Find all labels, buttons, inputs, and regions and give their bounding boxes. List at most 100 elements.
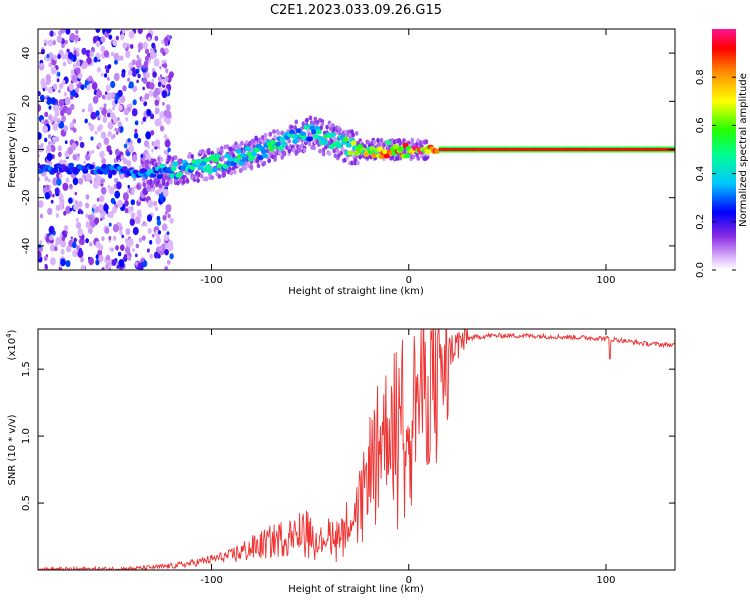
spectrogram-halo-cell [379, 137, 384, 143]
spectrogram-ridge-core [454, 148, 457, 151]
spectrogram-noise-cell [76, 47, 80, 53]
spectrogram-ridge-cell [110, 169, 117, 175]
spectrogram-ridge-core [632, 148, 635, 151]
spectrogram-halo-cell [267, 158, 271, 164]
spectrogram-ridge-cell [52, 168, 59, 173]
spectrogram-ridge-cell [210, 154, 217, 160]
spectrogram-ridge-cell [260, 148, 267, 154]
spectrogram-noise-cell [96, 89, 102, 98]
y-tick-label: 1.0 [21, 428, 32, 444]
spectrogram-noise-cell [54, 187, 60, 195]
spectrogram-noise-cell [124, 208, 129, 214]
spectrogram-ridge-cell [205, 164, 212, 170]
spectrogram-noise-cell [112, 133, 116, 139]
spectrogram-ridge-core [667, 148, 670, 151]
spectrogram-noise-cell [46, 96, 52, 105]
spectrogram-halo-cell [216, 147, 221, 153]
spectrogram-noise-cell [128, 238, 134, 247]
spectrogram-halo-cell [169, 179, 173, 185]
spectrogram-noise-cell [60, 239, 66, 248]
spectrogram-noise-cell [47, 178, 51, 183]
spectrogram-ridge-core [650, 148, 653, 151]
spectrogram-halo-cell [338, 127, 342, 133]
spectrogram-ridge-core [628, 148, 631, 151]
spectrogram-noise-cell [112, 39, 117, 47]
spectrogram-halo-cell [196, 178, 200, 184]
spectrogram-noise-cell [137, 73, 141, 79]
spectrogram-noise-cell [153, 58, 160, 67]
spectrogram-ridge-core [577, 148, 580, 151]
spectrogram-halo-cell [158, 183, 163, 189]
spectrogram-noise-cell [156, 215, 161, 221]
spectrogram-halo-cell [249, 164, 254, 170]
spectrogram-ridge-core [558, 148, 561, 151]
spectrogram-noise-cell [128, 30, 135, 39]
spectrogram-noise-cell [108, 236, 112, 240]
spectrogram-ridge-core [566, 148, 569, 151]
spectrogram-noise-cell [116, 181, 122, 190]
y-tick-label: 0.5 [21, 495, 32, 511]
spectrogram-noise-cell [86, 151, 90, 155]
spectrogram-marks [38, 29, 675, 270]
spectrogram-halo-cell [263, 132, 268, 138]
spectrogram-halo-cell [263, 136, 268, 141]
spectrogram-halo-cell [165, 181, 170, 187]
spectrogram-noise-cell [95, 40, 101, 48]
spectrogram-noise-cell [80, 257, 84, 263]
spectrogram-noise-cell [127, 138, 131, 143]
spectrogram-noise-cell [140, 120, 144, 125]
spectrogram-noise-cell [126, 160, 132, 167]
spectrogram-ridge-cell [347, 150, 354, 156]
spectrogram-noise-cell [52, 136, 56, 142]
spectrogram-ridge-core [509, 148, 512, 151]
spectrogram-ridge-core [643, 148, 646, 151]
spectrogram-noise-cell [108, 149, 113, 155]
spectrogram-noise-cell [50, 145, 56, 153]
spectrogram-halo-cell [173, 155, 178, 160]
spectrogram-ridge-cell [156, 174, 163, 180]
snr-y-ticks: 0.5 1.0 1.5 [21, 361, 675, 511]
spectrogram-noise-cell [138, 237, 143, 243]
spectrogram-noise-cell [127, 77, 131, 82]
spectrogram-halo-cell [339, 150, 344, 156]
spectrogram-noise-cell [52, 122, 59, 131]
spectrogram-halo-cell [313, 116, 318, 122]
spectrogram-ridge-core [471, 148, 474, 151]
spectrogram-noise-cell [73, 237, 77, 243]
spectrogram-ridge-core [503, 148, 506, 151]
spectrogram-noise-cell [114, 59, 118, 65]
spectrogram-ridge-core [495, 148, 498, 151]
spectrogram-ridge-cell [207, 168, 213, 174]
spectrogram-halo-cell [240, 140, 244, 146]
spectrogram-ridge-cell [345, 142, 352, 148]
spectrogram-noise-cell [75, 217, 79, 223]
spectrogram-noise-cell [72, 241, 77, 249]
spectrogram-noise-cell [42, 78, 45, 82]
spectrogram-noise-cell [164, 249, 169, 256]
spectrogram-ridge-core [465, 148, 468, 151]
colorbar-label: Normalized spectral amplitude [738, 73, 749, 227]
spectrogram-noise-cell [58, 99, 65, 107]
spectrogram-ridge-core [481, 148, 484, 151]
spectrogram-noise-cell [52, 83, 58, 90]
spectrogram-noise-cell [134, 185, 137, 189]
spectrogram-ridge-core [512, 148, 515, 151]
spectrogram-ridge-core [636, 148, 638, 151]
x-tick-label: -100 [200, 275, 223, 286]
spectrogram-noise-cell [81, 47, 87, 55]
spectrogram-halo-cell [328, 126, 333, 132]
spectrogram-halo-cell [372, 140, 377, 146]
spectrogram-noise-cell [167, 147, 171, 153]
spectrogram-ridge-cell [281, 141, 288, 147]
spectrogram-halo-cell [207, 150, 211, 156]
spectrogram-noise-cell [163, 134, 168, 139]
spectrogram-noise-cell [116, 55, 121, 62]
spectrogram-noise-cell [110, 51, 114, 57]
spectrogram-noise-cell [85, 79, 88, 84]
spectrogram-ridge-core [505, 148, 507, 151]
spectrogram-noise-cell [72, 177, 79, 186]
spectrogram-noise-cell [44, 263, 48, 269]
spectrogram-ridge-core [462, 148, 465, 151]
spectrogram-noise-cell [149, 240, 153, 245]
spectrogram-noise-cell [49, 244, 56, 252]
